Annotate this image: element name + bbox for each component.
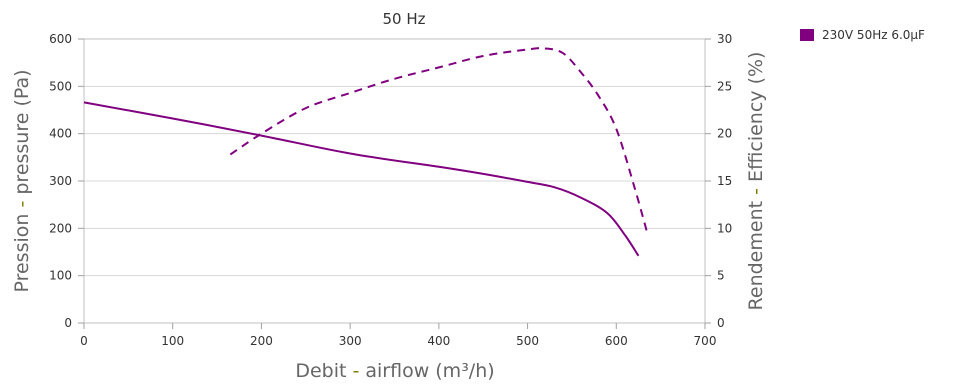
y-axis-right-ticks: 0 5 10 15 20 25 30 bbox=[705, 32, 732, 330]
y-right-tick-label: 0 bbox=[717, 316, 725, 330]
y-right-tick-label: 25 bbox=[717, 79, 732, 93]
y-left-tick-label: 0 bbox=[64, 316, 72, 330]
y-axis-left-label: Pression - pressure (Pa) bbox=[11, 69, 33, 292]
x-tick-label: 200 bbox=[250, 334, 273, 348]
chart-title: 50 Hz bbox=[382, 10, 425, 28]
series-layer bbox=[83, 47, 649, 257]
x-axis-label-sep: - bbox=[352, 360, 359, 382]
x-tick-label: 500 bbox=[516, 334, 539, 348]
y-axis-left-label-sep: - bbox=[11, 201, 33, 208]
x-tick-label: 300 bbox=[339, 334, 362, 348]
y-axis-right-label-pre: Rendement bbox=[745, 195, 767, 311]
legend[interactable]: 230V 50Hz 6.0µF bbox=[800, 28, 925, 42]
x-tick-label: 700 bbox=[694, 334, 717, 348]
y-axis-right-label: Rendement - Efficiency (%) bbox=[745, 52, 767, 311]
y-right-tick-label: 5 bbox=[717, 269, 725, 283]
y-left-tick-label: 200 bbox=[49, 221, 72, 235]
y-right-tick-label: 10 bbox=[717, 221, 732, 235]
series-pressure-line[interactable] bbox=[83, 101, 640, 257]
y-axis-right-label-sep: - bbox=[745, 188, 767, 195]
y-right-tick-label: 15 bbox=[717, 174, 732, 188]
x-axis-label-post: airflow (m³/h) bbox=[359, 360, 494, 382]
y-axis-left-label-pre: Pression bbox=[11, 208, 33, 293]
x-tick-label: 400 bbox=[427, 334, 450, 348]
gridlines bbox=[84, 38, 705, 324]
x-axis-ticks: 0 100 200 300 400 500 600 700 bbox=[80, 323, 716, 348]
y-axis-right-label-post: Efficiency (%) bbox=[745, 52, 767, 188]
y-left-tick-label: 400 bbox=[49, 127, 72, 141]
x-tick-label: 100 bbox=[161, 334, 184, 348]
y-axis-left-label-post: pressure (Pa) bbox=[11, 69, 33, 200]
x-tick-label: 0 bbox=[80, 334, 88, 348]
y-axis-left-ticks: 0 100 200 300 400 500 600 bbox=[49, 32, 84, 330]
y-left-tick-label: 600 bbox=[49, 32, 72, 46]
y-left-tick-label: 300 bbox=[49, 174, 72, 188]
x-axis-label-pre: Debit bbox=[295, 360, 352, 382]
x-tick-label: 600 bbox=[605, 334, 628, 348]
y-right-tick-label: 30 bbox=[717, 32, 732, 46]
series-efficiency-line[interactable] bbox=[229, 47, 649, 234]
y-left-tick-label: 100 bbox=[49, 269, 72, 283]
legend-label: 230V 50Hz 6.0µF bbox=[822, 28, 925, 42]
y-left-tick-label: 500 bbox=[49, 79, 72, 93]
y-right-tick-label: 20 bbox=[717, 127, 732, 141]
legend-swatch bbox=[800, 29, 814, 41]
x-axis-label: Debit - airflow (m³/h) bbox=[295, 360, 494, 382]
